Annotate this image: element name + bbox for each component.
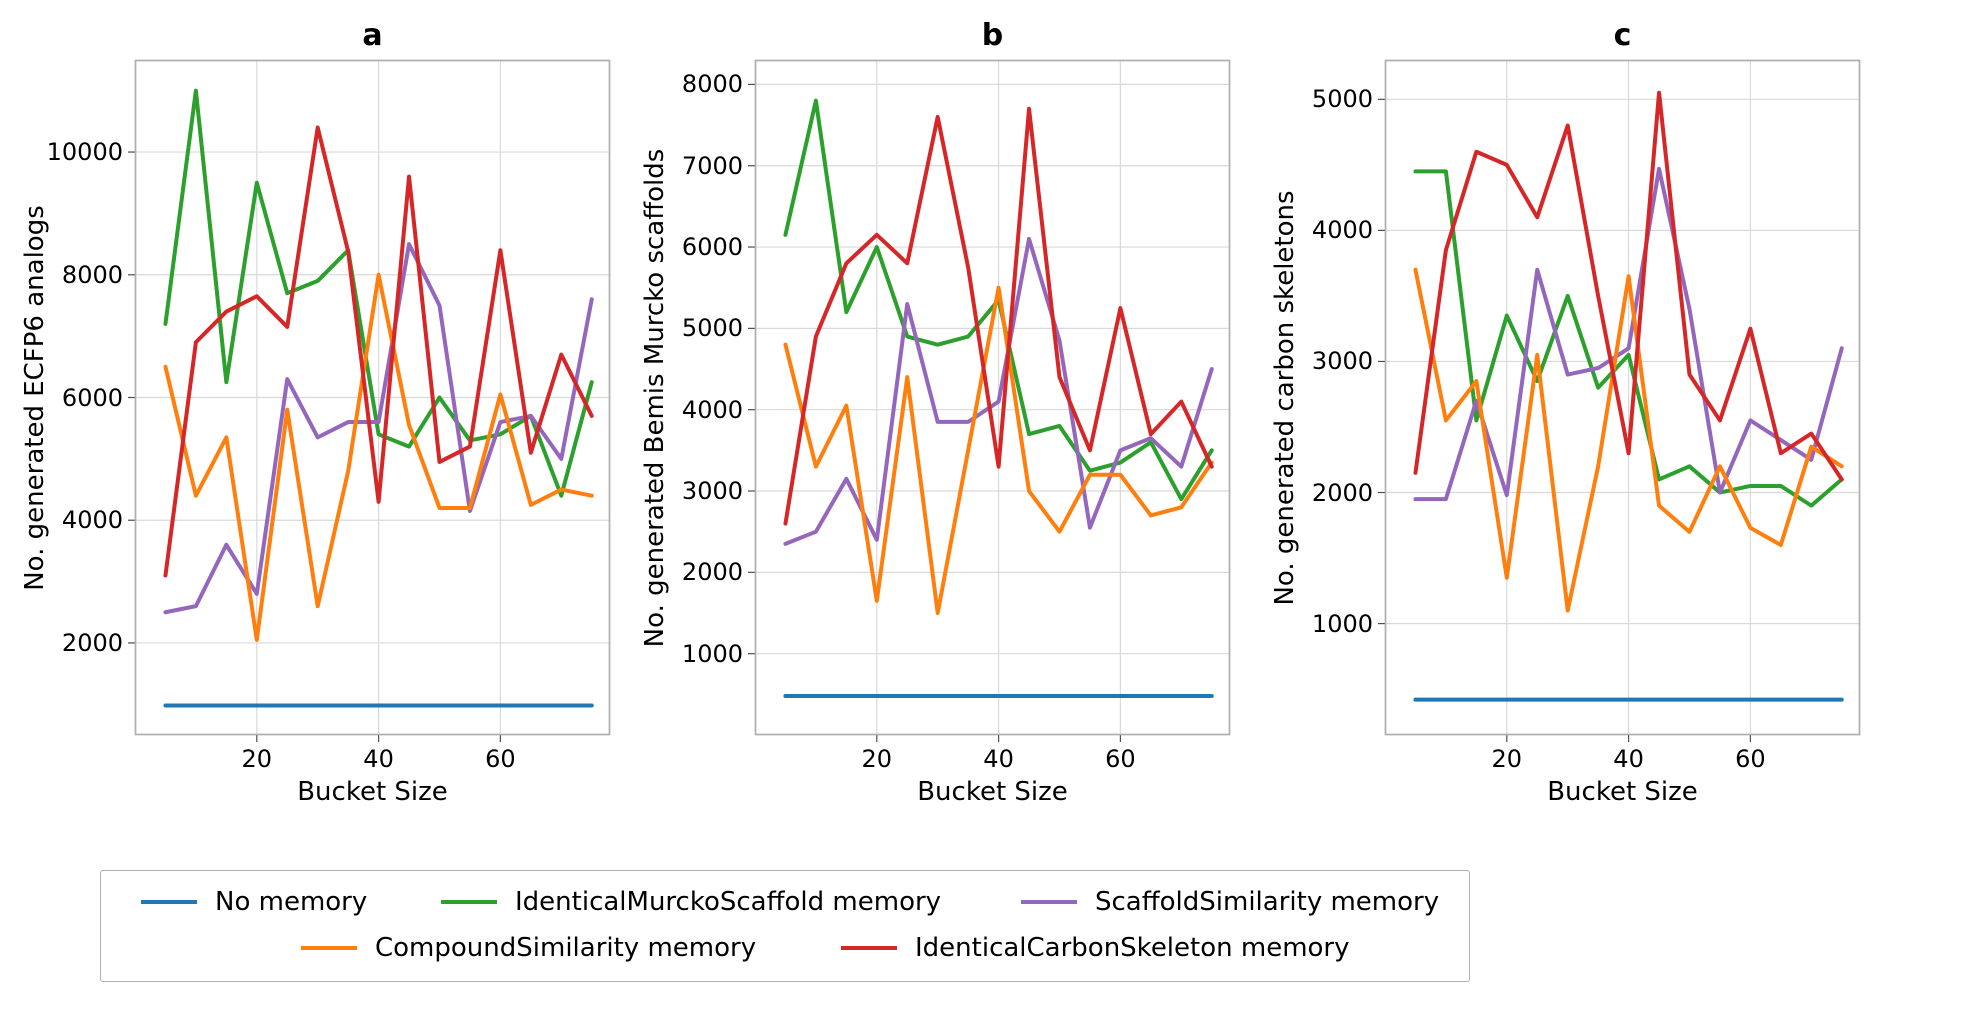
panel-c: [1385, 60, 1860, 735]
xtick-label: 20: [1492, 745, 1523, 773]
panel-title-c: c: [1614, 18, 1632, 53]
legend-item-identical_carbon: IdenticalCarbonSkeleton memory: [841, 933, 1350, 963]
ytick-label: 2000: [62, 629, 123, 657]
xtick-label: 20: [242, 745, 273, 773]
panel-a-svg: [135, 60, 610, 735]
legend-swatch: [141, 900, 197, 904]
panel-a: [135, 60, 610, 735]
ytick-label: 5000: [1312, 85, 1373, 113]
xtick-label: 20: [862, 745, 893, 773]
panel-b: [755, 60, 1230, 735]
ytick-label: 8000: [682, 70, 743, 98]
legend-swatch: [441, 900, 497, 904]
legend-item-identical_murcko: IdenticalMurckoScaffold memory: [441, 887, 941, 917]
ytick-label: 10000: [47, 138, 123, 166]
ytick-label: 7000: [682, 152, 743, 180]
legend-item-scaffold_similarity: ScaffoldSimilarity memory: [1021, 887, 1439, 917]
ytick-label: 6000: [62, 384, 123, 412]
panel-title-b: b: [982, 18, 1003, 53]
legend-swatch: [301, 946, 357, 950]
xtick-label: 40: [363, 745, 394, 773]
ytick-label: 5000: [682, 314, 743, 342]
ytick-label: 8000: [62, 261, 123, 289]
ytick-label: 3000: [1312, 347, 1373, 375]
ytick-label: 1000: [1312, 610, 1373, 638]
ylabel-b: No. generated Bemis Murcko scaffolds: [640, 148, 670, 647]
legend-label: ScaffoldSimilarity memory: [1095, 887, 1439, 917]
legend-swatch: [841, 946, 897, 950]
ytick-label: 4000: [62, 506, 123, 534]
panel-b-svg: [755, 60, 1230, 735]
xtick-label: 60: [485, 745, 516, 773]
ytick-label: 6000: [682, 233, 743, 261]
xlabel-b: Bucket Size: [917, 777, 1068, 807]
ytick-label: 4000: [1312, 216, 1373, 244]
legend-swatch: [1021, 900, 1077, 904]
ylabel-c: No. generated carbon skeletons: [1270, 190, 1300, 605]
legend-label: No memory: [215, 887, 367, 917]
panel-title-a: a: [362, 18, 382, 53]
xtick-label: 40: [1613, 745, 1644, 773]
xtick-label: 60: [1735, 745, 1766, 773]
panel-c-svg: [1385, 60, 1860, 735]
xtick-label: 40: [983, 745, 1014, 773]
ytick-label: 2000: [1312, 479, 1373, 507]
legend-label: IdenticalMurckoScaffold memory: [515, 887, 941, 917]
xlabel-c: Bucket Size: [1547, 777, 1698, 807]
legend: No memory IdenticalMurckoScaffold memory S…: [100, 870, 1470, 982]
ylabel-a: No. generated ECFP6 analogs: [20, 205, 50, 591]
legend-label: CompoundSimilarity memory: [375, 933, 756, 963]
ytick-label: 1000: [682, 640, 743, 668]
ytick-label: 3000: [682, 477, 743, 505]
legend-item-compound_similarity: CompoundSimilarity memory: [301, 933, 756, 963]
ytick-label: 4000: [682, 396, 743, 424]
figure: 20 40 60 2000 4000 6000 8000 10000 a No. generate…: [0, 0, 1965, 1012]
ytick-label: 2000: [682, 558, 743, 586]
xtick-label: 60: [1105, 745, 1136, 773]
legend-label: IdenticalCarbonSkeleton memory: [915, 933, 1350, 963]
xlabel-a: Bucket Size: [297, 777, 448, 807]
legend-item-no_memory: No memory: [141, 887, 367, 917]
